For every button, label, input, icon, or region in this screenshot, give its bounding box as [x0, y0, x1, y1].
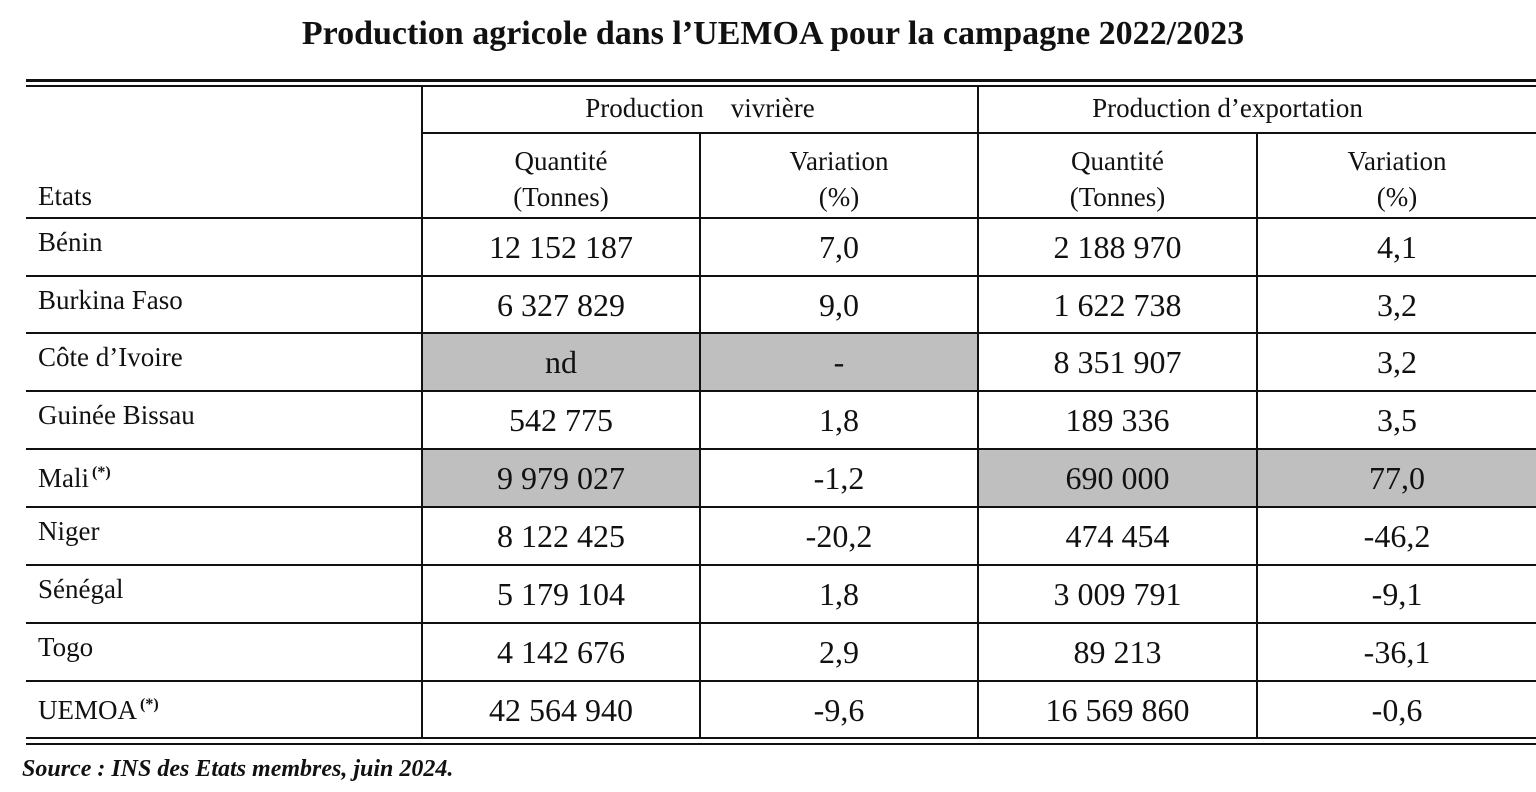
table-cell-exp-var: -36,1 [1363, 634, 1431, 670]
header-states: Etats [38, 181, 92, 211]
table-title: Production agricole dans l’UEMOA pour la… [301, 15, 1245, 52]
table-cell-exp-qty: 89 213 [1073, 634, 1162, 670]
state-name: Bénin [38, 227, 103, 257]
table-cell-exp-qty: 690 000 [979, 450, 1256, 506]
bottom-double-rule [26, 737, 1536, 745]
table-cell-exp-var: 4,1 [1377, 229, 1417, 265]
header-food-variation: Variation (%) [789, 146, 889, 212]
state-name: Burkina Faso [38, 285, 183, 315]
header-food-quantity: Quantité (Tonnes) [513, 146, 609, 212]
table-cell-food-var: 9,0 [819, 287, 859, 323]
top-double-rule [26, 79, 1536, 87]
table-cell-food-qty: 542 775 [509, 402, 613, 438]
table-cell-food-qty: 6 327 829 [497, 287, 625, 323]
state-name: Guinée Bissau [38, 400, 195, 430]
state-name: Niger [38, 516, 100, 546]
state-name: Togo [38, 632, 94, 662]
table-cell-food-var: - [701, 334, 977, 390]
table-cell-exp-var: 3,2 [1377, 344, 1417, 380]
table-cell-exp-qty: 3 009 791 [1053, 576, 1182, 612]
table-cell-exp-qty: 16 569 860 [1045, 692, 1190, 728]
footnote-marker: (*) [92, 464, 111, 481]
header-export-variation: Variation (%) [1347, 146, 1447, 212]
table-cell-food-qty: 9 979 027 [423, 450, 699, 506]
source-note: Source : INS des Etats membres, juin 202… [22, 756, 454, 782]
table-cell-food-var: 7,0 [819, 229, 859, 265]
state-name: Mali (*) [38, 463, 111, 493]
state-name: Sénégal [38, 574, 124, 604]
header-food-production: Production vivrière [585, 93, 815, 123]
table-cell-food-qty: 4 142 676 [497, 634, 625, 670]
table-cell-food-qty: 8 122 425 [497, 518, 625, 554]
table-cell-food-var: -1,2 [813, 460, 865, 496]
table-cell-exp-var: 3,2 [1377, 287, 1417, 323]
footnote-marker: (*) [140, 696, 159, 713]
table-cell-food-var: 1,8 [819, 402, 859, 438]
table-cell-exp-var: -46,2 [1363, 518, 1431, 554]
table-cell-food-qty: 42 564 940 [489, 692, 633, 728]
table-cell-food-qty: 5 179 104 [497, 576, 625, 612]
table-cell-exp-var: -9,1 [1371, 576, 1423, 612]
table-cell-exp-qty: 474 454 [1065, 518, 1170, 554]
table-cell-exp-var: -0,6 [1371, 692, 1423, 728]
header-export-production: Production d’exportation [1092, 93, 1363, 123]
table-cell-exp-qty: 189 336 [1065, 402, 1170, 438]
table-cell-exp-var: 3,5 [1377, 402, 1417, 438]
state-name: Côte d’Ivoire [38, 342, 183, 372]
table-cell-food-qty: nd [423, 334, 699, 390]
table-cell-exp-qty: 8 351 907 [1053, 344, 1182, 380]
table-cell-exp-qty: 1 622 738 [1053, 287, 1182, 323]
table-cell-food-var: -20,2 [805, 518, 873, 554]
table-cell-food-qty: 12 152 187 [489, 229, 633, 265]
table-cell-exp-qty: 2 188 970 [1053, 229, 1182, 265]
header-export-quantity: Quantité (Tonnes) [1069, 146, 1166, 212]
table-cell-exp-var: 77,0 [1258, 450, 1536, 506]
table-cell-food-var: 1,8 [819, 576, 859, 612]
table-cell-food-var: -9,6 [813, 692, 865, 728]
state-name: UEMOA (*) [38, 695, 159, 725]
table-cell-food-var: 2,9 [819, 634, 859, 670]
